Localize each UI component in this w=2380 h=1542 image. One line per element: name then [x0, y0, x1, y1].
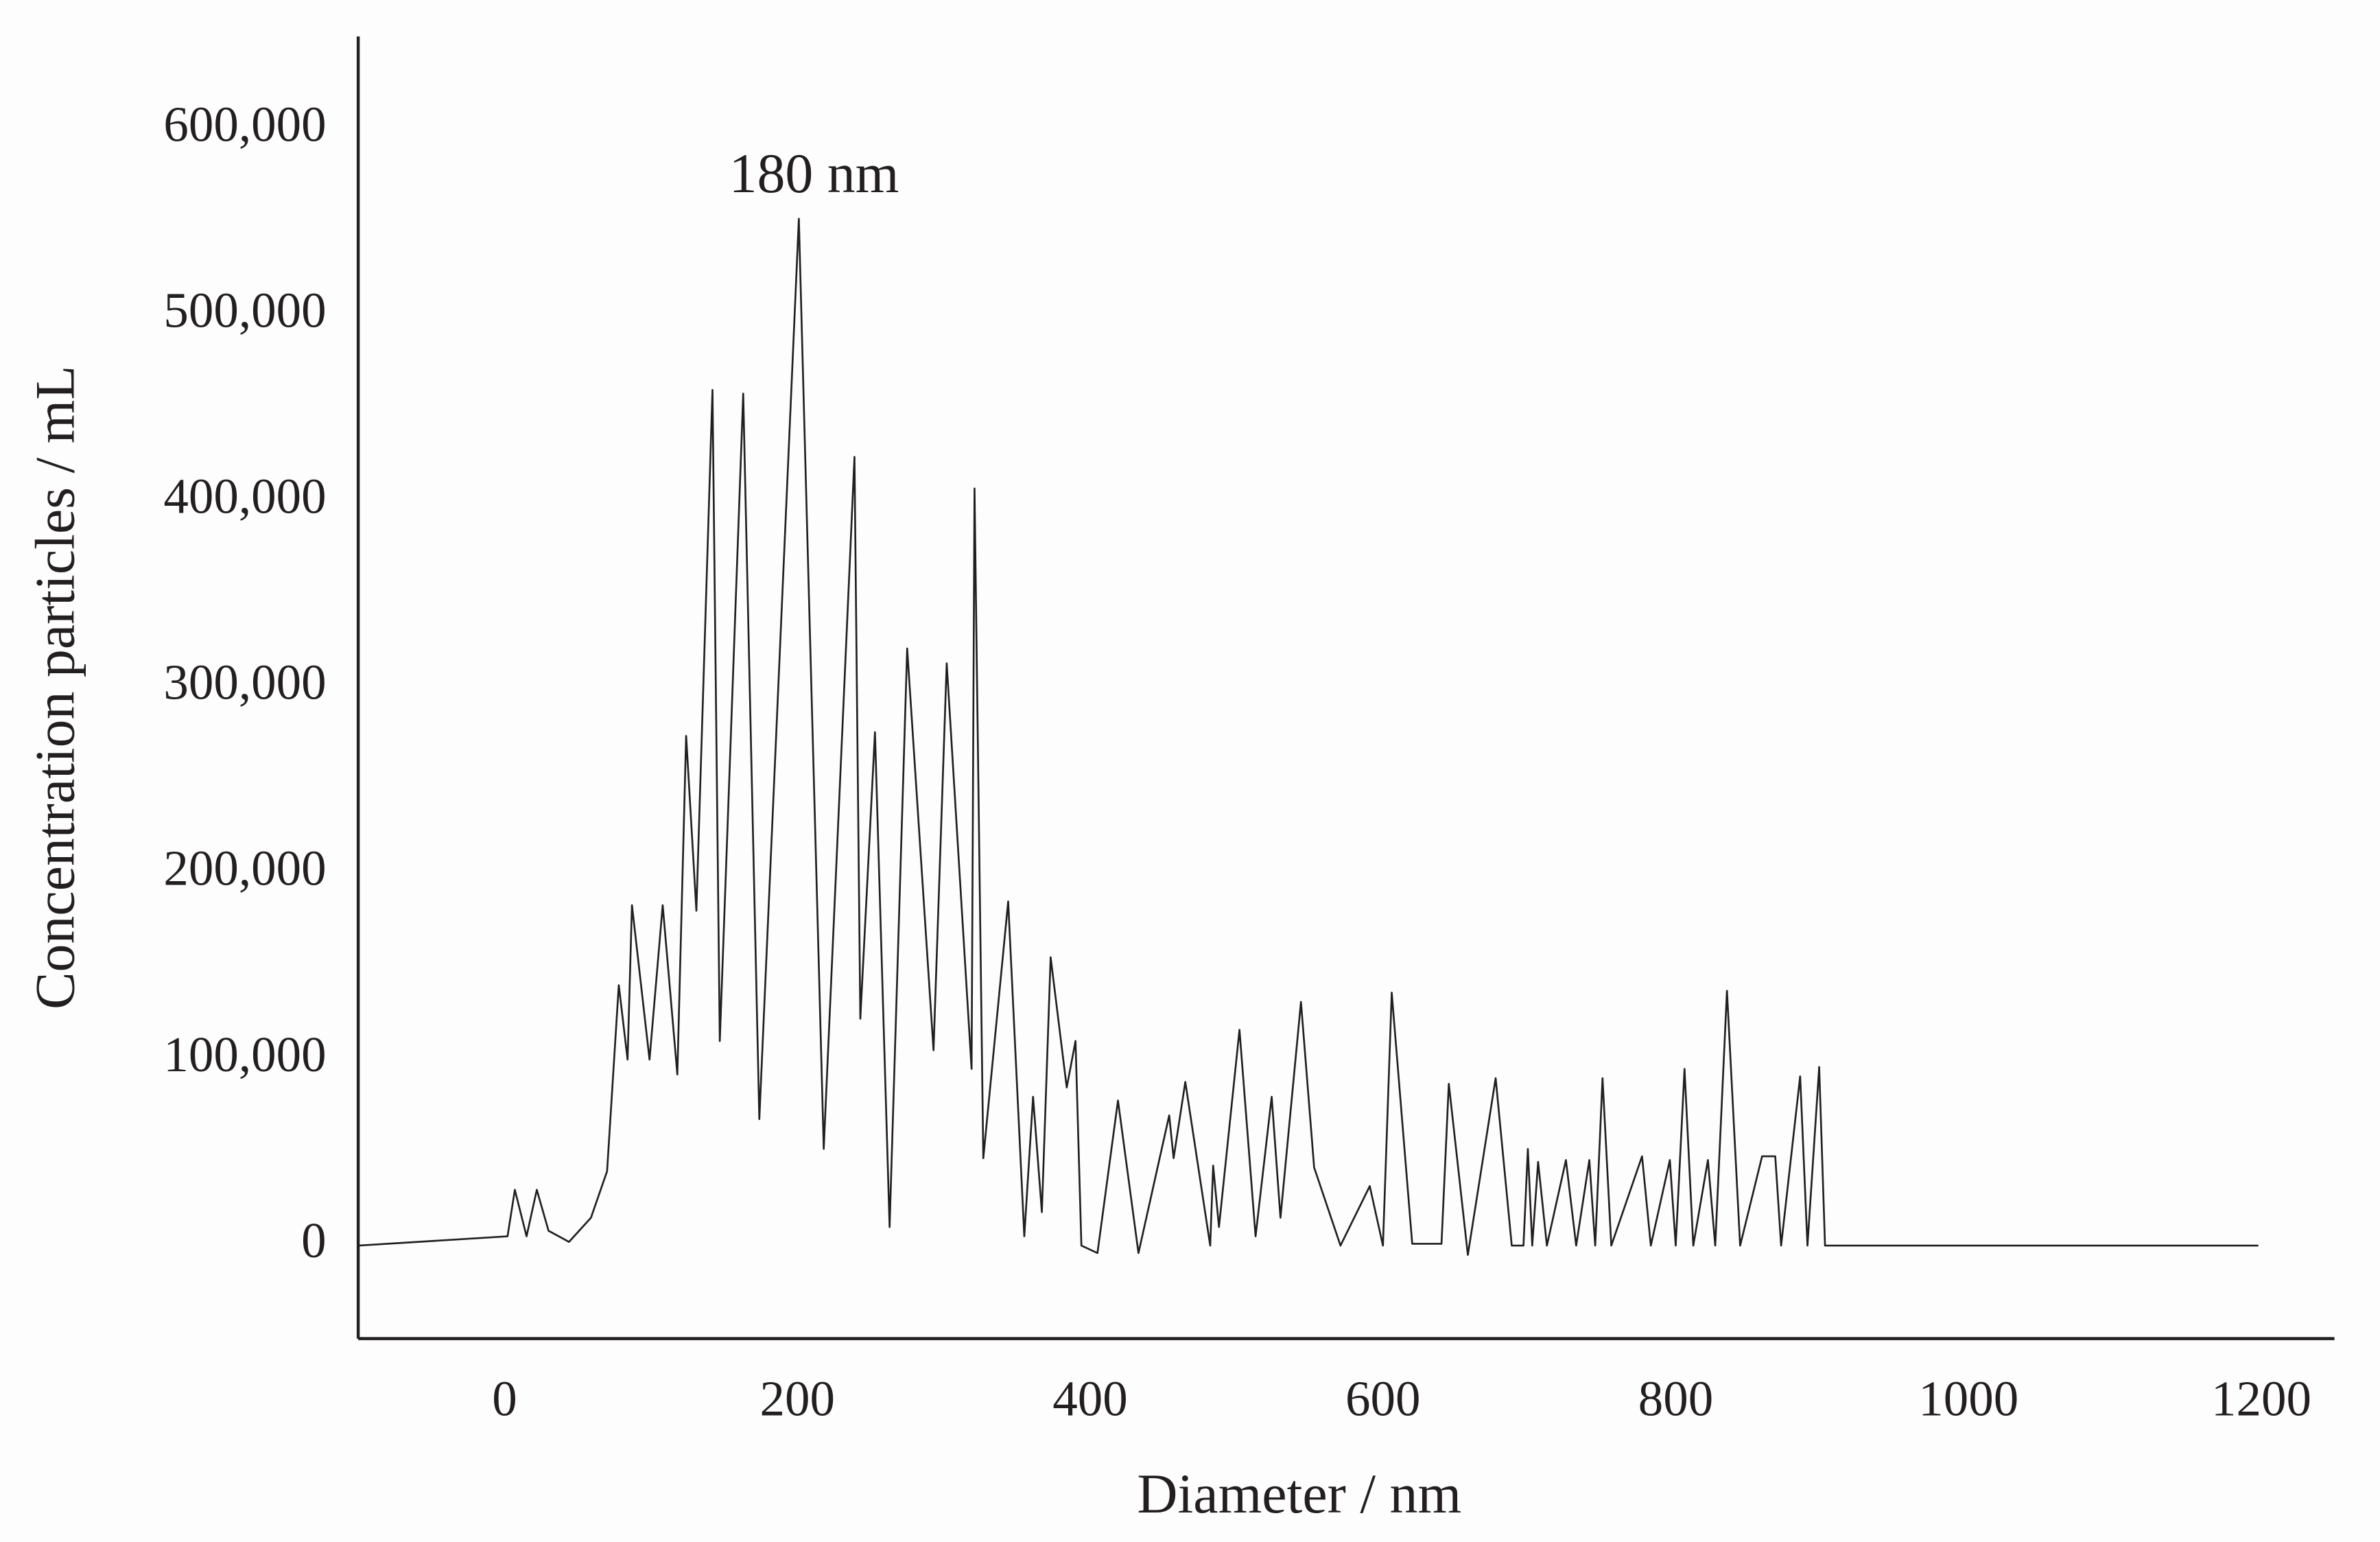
x-axis-label: Diameter / nm — [1137, 1462, 1461, 1525]
x-tick-label: 800 — [1638, 1371, 1714, 1427]
x-tick-label: 1000 — [1918, 1371, 2018, 1427]
y-tick-label: 0 — [301, 1213, 327, 1268]
y-axis-label: Concentration particles / mL — [23, 366, 86, 1009]
x-tick-label: 1200 — [2211, 1371, 2311, 1427]
y-tick-label: 400,000 — [163, 469, 326, 524]
x-tick-label: 0 — [492, 1371, 517, 1427]
y-tick-label: 500,000 — [163, 282, 326, 338]
x-tick-label: 600 — [1345, 1371, 1421, 1427]
y-tick-label: 600,000 — [163, 96, 326, 152]
x-tick-label: 200 — [759, 1371, 835, 1427]
data-line — [358, 218, 2259, 1256]
y-tick-label: 200,000 — [163, 841, 326, 896]
y-tick-label: 300,000 — [163, 655, 326, 710]
y-tick-label: 100,000 — [163, 1027, 326, 1082]
peak-annotation: 180 nm — [729, 142, 899, 205]
x-tick-label: 400 — [1052, 1371, 1128, 1427]
